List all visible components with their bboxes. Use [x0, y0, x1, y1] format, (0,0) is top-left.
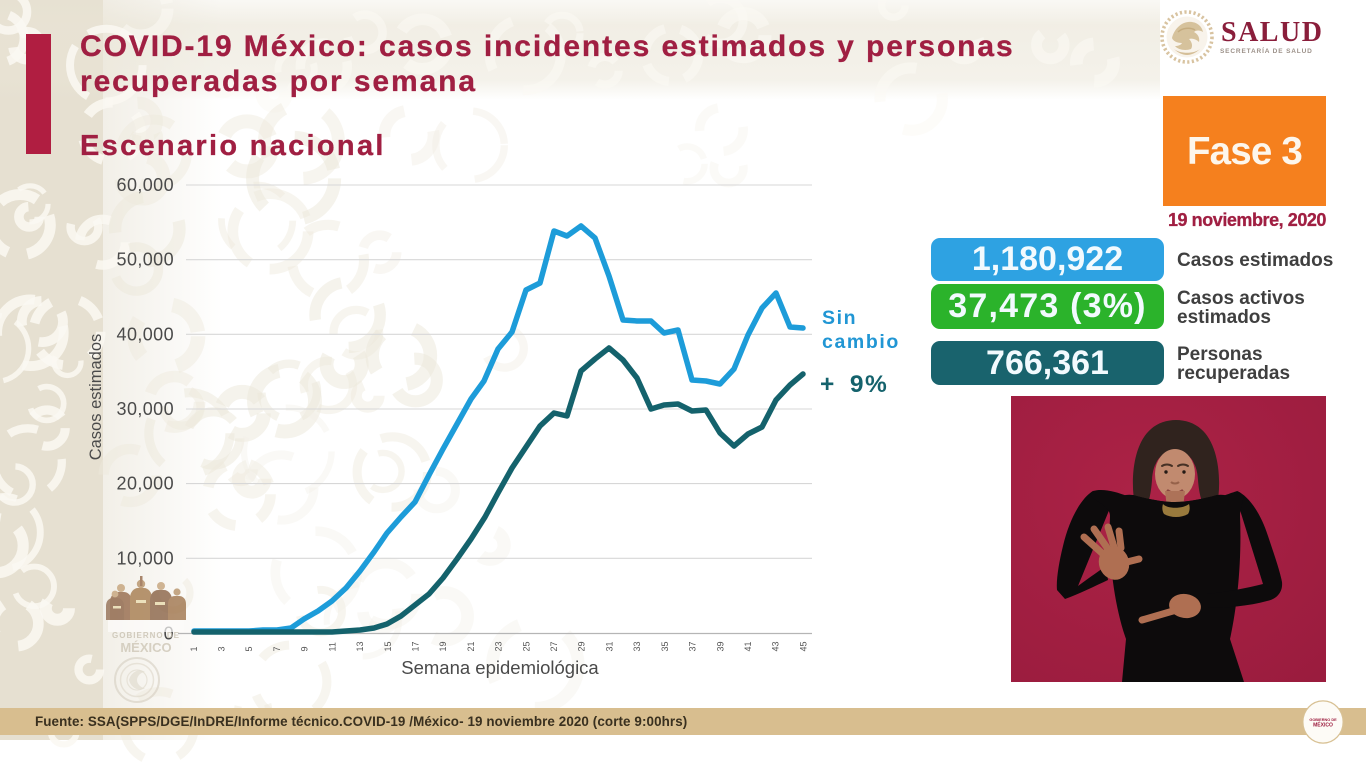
- svg-text:3: 3: [217, 646, 227, 651]
- svg-text:20,000: 20,000: [117, 474, 174, 494]
- svg-text:Semana epidemiológica: Semana epidemiológica: [401, 657, 599, 678]
- svg-text:13: 13: [355, 641, 365, 651]
- svg-text:29: 29: [577, 641, 587, 651]
- svg-text:45: 45: [798, 641, 808, 651]
- svg-text:17: 17: [410, 641, 420, 651]
- svg-text:39: 39: [715, 641, 725, 651]
- svg-text:MÉXICO: MÉXICO: [120, 640, 171, 655]
- svg-text:23: 23: [494, 641, 504, 651]
- svg-text:21: 21: [466, 641, 476, 651]
- svg-text:41: 41: [743, 641, 753, 651]
- svg-text:7: 7: [272, 646, 282, 651]
- svg-text:33: 33: [632, 641, 642, 651]
- svg-text:0: 0: [164, 624, 174, 644]
- svg-text:Casos estimados: Casos estimados: [87, 334, 105, 461]
- svg-text:50,000: 50,000: [117, 250, 174, 270]
- svg-text:43: 43: [771, 641, 781, 651]
- svg-text:11: 11: [327, 642, 337, 651]
- svg-text:35: 35: [660, 641, 670, 651]
- svg-text:31: 31: [604, 641, 614, 651]
- svg-text:27: 27: [549, 641, 559, 651]
- svg-text:19: 19: [438, 641, 448, 651]
- svg-text:15: 15: [383, 641, 393, 651]
- svg-text:1: 1: [189, 646, 199, 651]
- svg-text:30,000: 30,000: [117, 399, 174, 419]
- svg-text:37: 37: [688, 641, 698, 651]
- svg-text:10,000: 10,000: [117, 548, 174, 568]
- svg-text:MÉXICO: MÉXICO: [1313, 721, 1333, 729]
- svg-text:40,000: 40,000: [117, 324, 174, 344]
- svg-text:9: 9: [300, 646, 310, 651]
- svg-text:GOBIERNO DE: GOBIERNO DE: [112, 631, 180, 640]
- svg-text:60,000: 60,000: [117, 175, 174, 195]
- svg-text:5: 5: [244, 646, 254, 651]
- svg-text:25: 25: [521, 641, 531, 651]
- svg-text:GOBIERNO DE: GOBIERNO DE: [1309, 718, 1337, 722]
